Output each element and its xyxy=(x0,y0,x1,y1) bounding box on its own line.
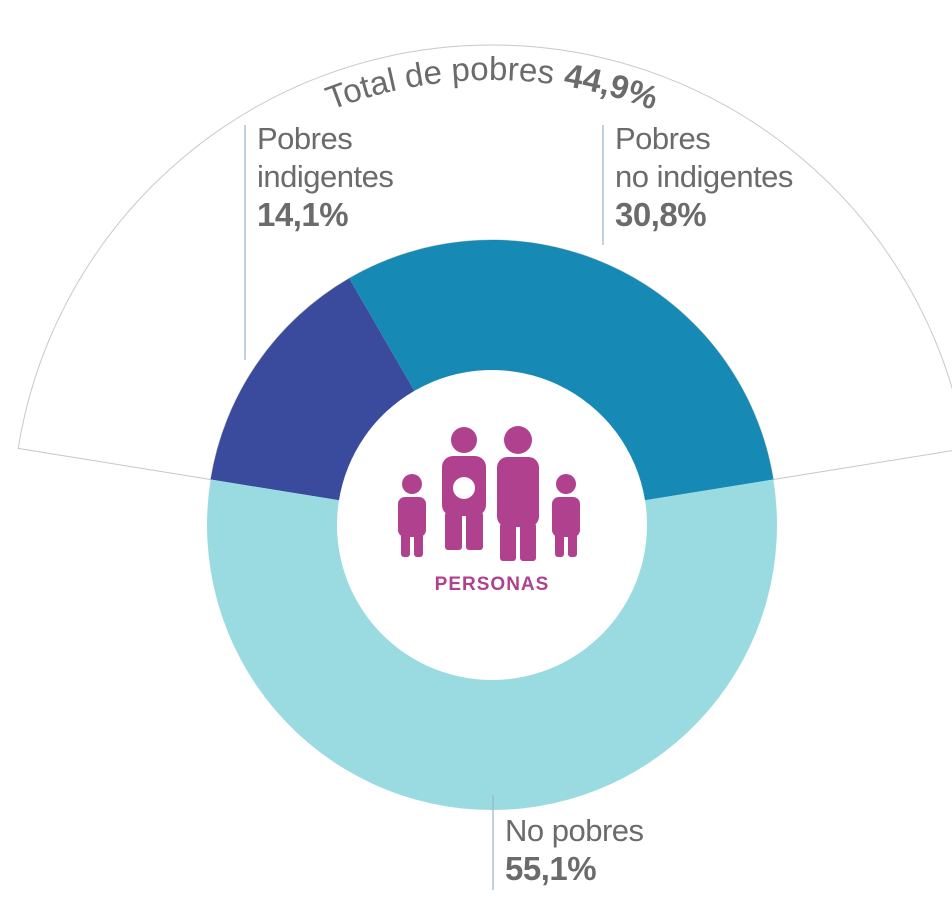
slice-name: No pobres xyxy=(505,813,644,848)
slice-value: 14,1% xyxy=(257,196,349,233)
icon-leg xyxy=(414,533,423,557)
icon-leg xyxy=(466,512,483,550)
icon-leg xyxy=(445,512,462,550)
icon-leg xyxy=(500,523,516,561)
family-icon xyxy=(398,426,580,561)
icon-leg xyxy=(520,523,536,561)
icon-leg xyxy=(555,533,564,557)
icon-head xyxy=(556,474,576,494)
center-label: PERSONAS xyxy=(435,574,550,595)
slice-label: No pobres 55,1% xyxy=(505,812,644,888)
slice-name: Pobres indigentes xyxy=(257,121,394,194)
slice-name: Pobres no indigentes xyxy=(615,121,793,194)
slice-label: Pobres indigentes 14,1% xyxy=(257,120,394,234)
icon-head xyxy=(451,427,477,453)
slice-label: Pobres no indigentes 30,8% xyxy=(615,120,793,234)
icon-body xyxy=(398,497,426,537)
donut-slice xyxy=(207,479,778,810)
donut-slice xyxy=(210,278,415,501)
slice-value: 30,8% xyxy=(615,196,707,233)
icon-head xyxy=(504,426,532,454)
icon-head xyxy=(402,474,422,494)
icon-leg xyxy=(568,533,577,557)
icon-body xyxy=(497,457,539,527)
icon-baby xyxy=(453,477,475,499)
slice-value: 55,1% xyxy=(505,850,597,887)
icon-body xyxy=(552,497,580,537)
donut-slice xyxy=(349,239,774,501)
icon-leg xyxy=(401,533,410,557)
